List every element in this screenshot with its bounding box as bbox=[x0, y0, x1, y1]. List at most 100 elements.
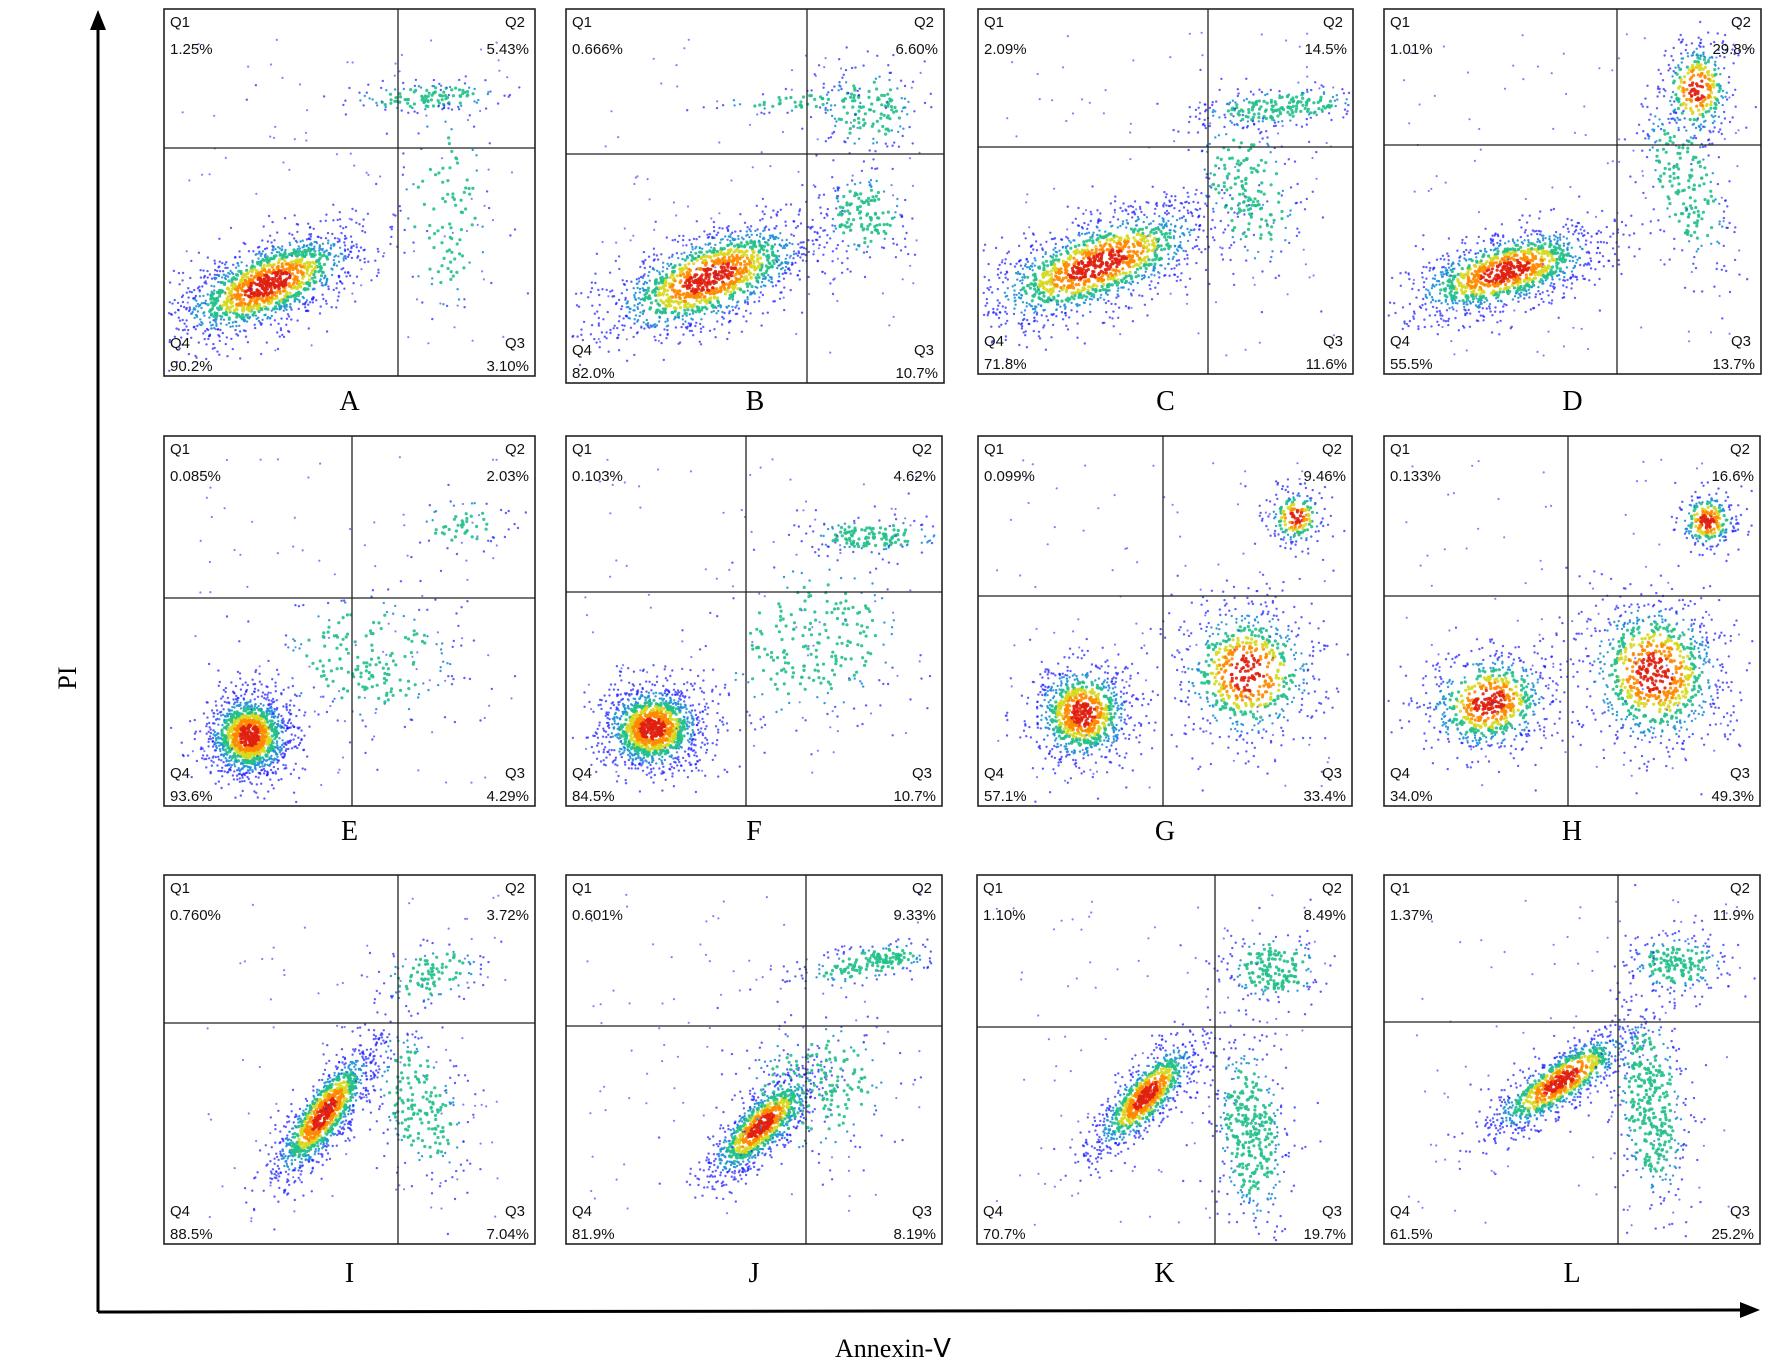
event-dot bbox=[688, 39, 690, 41]
event-dot bbox=[745, 282, 748, 285]
event-dot bbox=[282, 285, 285, 288]
event-dot bbox=[1166, 242, 1169, 245]
event-dot bbox=[857, 197, 860, 200]
event-dot bbox=[279, 306, 281, 308]
event-dot bbox=[1109, 221, 1111, 223]
event-dot bbox=[1083, 287, 1086, 290]
event-dot bbox=[1141, 232, 1144, 235]
event-dot bbox=[246, 99, 248, 101]
event-dot bbox=[1127, 205, 1129, 207]
event-dot bbox=[1110, 274, 1113, 277]
event-dot bbox=[713, 221, 715, 223]
event-dot bbox=[481, 226, 483, 228]
event-dot bbox=[361, 230, 363, 232]
event-dot bbox=[703, 106, 705, 108]
event-dot bbox=[1058, 250, 1060, 252]
event-dot bbox=[446, 179, 449, 182]
event-dot bbox=[306, 261, 309, 264]
event-dot bbox=[330, 244, 332, 246]
event-dot bbox=[799, 208, 801, 210]
event-dot bbox=[1055, 254, 1058, 257]
event-dot bbox=[1005, 339, 1007, 341]
event-dot bbox=[310, 235, 312, 237]
event-dot bbox=[1074, 252, 1077, 255]
event-dot bbox=[471, 198, 473, 200]
event-dot bbox=[249, 269, 252, 272]
event-dot bbox=[837, 188, 839, 190]
event-dot bbox=[355, 222, 357, 224]
event-dot bbox=[841, 262, 843, 264]
event-dot bbox=[792, 220, 794, 222]
event-dot bbox=[298, 250, 301, 253]
event-dot bbox=[1068, 258, 1071, 261]
event-dot bbox=[321, 249, 323, 251]
event-dot bbox=[739, 230, 741, 232]
event-dot bbox=[1045, 241, 1047, 243]
event-dot bbox=[591, 287, 593, 289]
event-dot bbox=[849, 96, 852, 99]
event-dot bbox=[448, 222, 451, 225]
event-dot bbox=[838, 89, 840, 91]
event-dot bbox=[786, 112, 788, 114]
event-dot bbox=[1168, 275, 1170, 277]
event-dot bbox=[876, 98, 879, 101]
event-dot bbox=[594, 282, 596, 284]
event-dot bbox=[273, 239, 275, 241]
event-dot bbox=[777, 237, 779, 239]
event-dot bbox=[304, 306, 306, 308]
event-dot bbox=[763, 213, 765, 215]
event-dot bbox=[708, 249, 711, 252]
event-dot bbox=[244, 293, 247, 296]
event-dot bbox=[189, 291, 191, 293]
event-dot bbox=[313, 276, 316, 279]
event-dot bbox=[246, 284, 249, 287]
event-dot bbox=[1107, 294, 1109, 296]
event-dot bbox=[203, 315, 205, 317]
event-dot bbox=[680, 326, 682, 328]
event-dot bbox=[437, 171, 440, 174]
event-dot bbox=[1181, 202, 1183, 204]
event-dot bbox=[318, 252, 321, 255]
event-dot bbox=[225, 343, 227, 345]
event-dot bbox=[827, 98, 830, 101]
event-dot bbox=[1090, 220, 1092, 222]
event-dot bbox=[262, 250, 264, 252]
event-dot bbox=[1125, 226, 1127, 228]
event-dot bbox=[812, 243, 814, 245]
event-dot bbox=[998, 317, 1000, 319]
event-dot bbox=[212, 343, 214, 345]
event-dot bbox=[206, 328, 208, 330]
event-dot bbox=[648, 327, 650, 329]
event-dot bbox=[213, 311, 216, 314]
event-dot bbox=[736, 287, 739, 290]
event-dot bbox=[283, 336, 285, 338]
event-dot bbox=[1154, 208, 1156, 210]
event-dot bbox=[358, 250, 360, 252]
event-dot bbox=[717, 262, 720, 265]
event-dot bbox=[327, 285, 329, 287]
event-dot bbox=[904, 238, 906, 240]
event-dot bbox=[446, 305, 448, 307]
event-dot bbox=[343, 288, 345, 290]
event-dot bbox=[649, 280, 651, 282]
event-dot bbox=[1115, 235, 1118, 238]
event-dot bbox=[321, 284, 323, 286]
event-dot bbox=[891, 129, 893, 131]
event-dot bbox=[835, 120, 837, 122]
event-dot bbox=[676, 252, 678, 254]
event-dot bbox=[715, 259, 718, 262]
event-dot bbox=[285, 324, 287, 326]
event-dot bbox=[1173, 267, 1175, 269]
event-dot bbox=[1064, 308, 1066, 310]
event-dot bbox=[472, 149, 474, 151]
event-dot bbox=[1125, 241, 1128, 244]
event-dot bbox=[173, 270, 175, 272]
event-dot bbox=[655, 221, 657, 223]
event-dot bbox=[674, 264, 677, 267]
event-dot bbox=[682, 318, 684, 320]
event-dot bbox=[1026, 258, 1028, 260]
event-dot bbox=[696, 220, 698, 222]
event-dot bbox=[808, 276, 810, 278]
event-dot bbox=[350, 251, 352, 253]
event-dot bbox=[785, 225, 787, 227]
